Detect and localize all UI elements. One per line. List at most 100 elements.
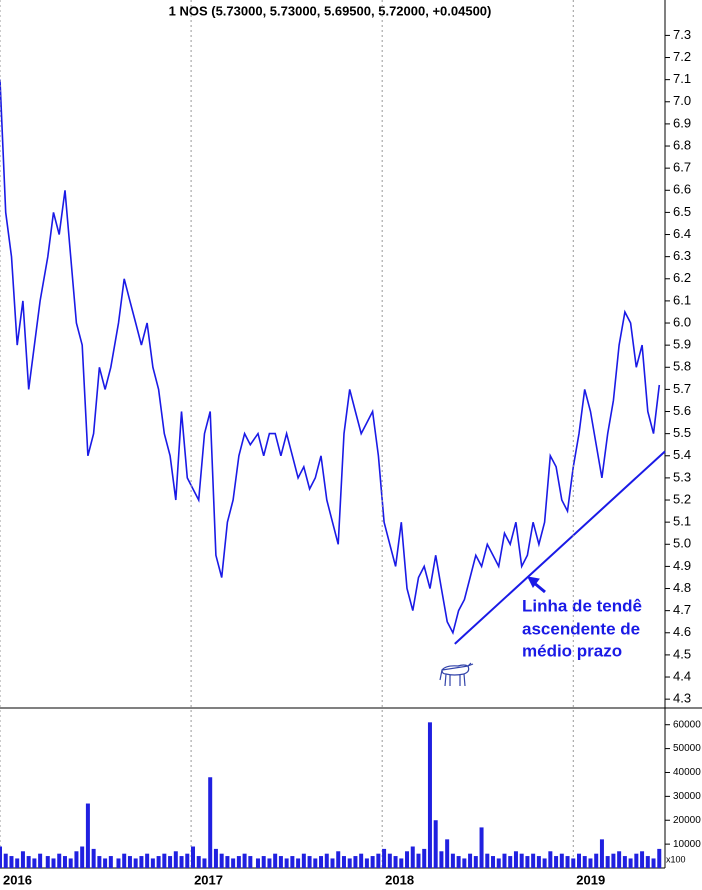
volume-bar — [571, 858, 576, 868]
volume-bar — [139, 856, 144, 868]
volume-bar — [531, 853, 536, 868]
chart-title: 1 NOS (5.73000, 5.73000, 5.69500, 5.7200… — [169, 3, 492, 18]
bull-icon — [439, 662, 474, 687]
volume-bar — [640, 851, 645, 868]
volume-bar — [645, 856, 650, 868]
y-tick-label: 20000 — [673, 815, 701, 826]
volume-bar — [565, 856, 570, 868]
volume-bar — [439, 851, 444, 868]
volume-bar — [185, 853, 190, 868]
volume-bar — [324, 853, 329, 868]
volume-bar — [370, 856, 375, 868]
x-tick-label: 2016 — [3, 872, 32, 887]
y-tick-label: 4.8 — [673, 580, 691, 595]
volume-bar — [127, 856, 132, 868]
volume-bar — [542, 858, 547, 868]
volume-bar — [657, 848, 662, 868]
volume-bar — [80, 846, 85, 868]
volume-bar — [628, 858, 633, 868]
volume-bar — [364, 858, 369, 868]
y-tick-label: 6.9 — [673, 115, 691, 130]
volume-bar — [196, 856, 201, 868]
volume-bar — [208, 777, 213, 868]
volume-bar — [9, 856, 14, 868]
volume-bar — [416, 853, 421, 868]
volume-bar — [38, 853, 43, 868]
volume-bar — [122, 853, 127, 868]
volume-bar — [559, 853, 564, 868]
volume-bar — [162, 853, 167, 868]
y-tick-label: 5.5 — [673, 425, 691, 440]
volume-bar — [594, 853, 599, 868]
y-tick-label: 4.7 — [673, 602, 691, 617]
volume-bar — [97, 856, 102, 868]
volume-bar — [255, 858, 260, 868]
volume-bar — [20, 851, 25, 868]
volume-bar — [496, 858, 501, 868]
volume-bar — [74, 851, 79, 868]
volume-bar — [508, 856, 513, 868]
annotation-arrow — [527, 576, 546, 594]
x-tick-label: 2017 — [194, 872, 223, 887]
volume-bar — [85, 803, 90, 868]
volume-bar — [445, 839, 450, 868]
volume-bar — [231, 858, 236, 868]
volume-bar — [588, 858, 593, 868]
volume-bar — [267, 858, 272, 868]
y-tick-label: 40000 — [673, 767, 701, 778]
annotation: ascendente de — [522, 619, 640, 638]
volume-bar — [191, 846, 196, 868]
y-tick-label: 6.2 — [673, 270, 691, 285]
volume-bar — [248, 856, 253, 868]
y-tick-label: 7.2 — [673, 49, 691, 64]
volume-bar — [393, 856, 398, 868]
volume-bar — [173, 851, 178, 868]
y-tick-label: 60000 — [673, 719, 701, 730]
volume-bar — [330, 858, 335, 868]
volume-bar — [225, 856, 230, 868]
y-tick-label: 5.6 — [673, 403, 691, 418]
volume-bar — [15, 858, 20, 868]
volume-bar — [450, 853, 455, 868]
volume-bar — [376, 853, 381, 868]
volume-bar — [599, 839, 604, 868]
y-tick-label: 5.9 — [673, 337, 691, 352]
volume-bar — [651, 858, 656, 868]
volume-bar — [473, 856, 478, 868]
volume-bar — [468, 853, 473, 868]
volume-bar — [519, 853, 524, 868]
trend-line — [454, 450, 666, 645]
volume-bar — [410, 846, 415, 868]
y-tick-label: 6.0 — [673, 314, 691, 329]
y-tick-label: 5.4 — [673, 447, 691, 462]
volume-bar — [296, 858, 301, 868]
volume-bar — [179, 856, 184, 868]
volume-bar — [422, 848, 427, 868]
volume-bar — [341, 856, 346, 868]
volume-bar — [116, 858, 121, 868]
volume-bar — [577, 853, 582, 868]
y-tick-label: 10000 — [673, 839, 701, 850]
volume-bar — [387, 853, 392, 868]
volume-bar — [502, 853, 507, 868]
y-tick-label: 7.0 — [673, 93, 691, 108]
y-tick-label: 6.8 — [673, 137, 691, 152]
x-tick-label: 2018 — [385, 872, 414, 887]
volume-bar — [145, 853, 150, 868]
volume-bar — [156, 856, 161, 868]
unit-label: x100 — [666, 854, 686, 864]
volume-bar — [536, 856, 541, 868]
volume-bar — [634, 853, 639, 868]
y-tick-label: 6.1 — [673, 292, 691, 307]
volume-bar — [133, 858, 138, 868]
volume-bar — [213, 848, 218, 868]
y-tick-label: 4.9 — [673, 558, 691, 573]
volume-bar — [462, 858, 467, 868]
volume-bar — [0, 846, 2, 868]
volume-bar — [202, 858, 207, 868]
volume-bar — [525, 856, 530, 868]
volume-bar — [103, 858, 108, 868]
volume-bar — [51, 858, 56, 868]
volume-bar — [219, 853, 224, 868]
